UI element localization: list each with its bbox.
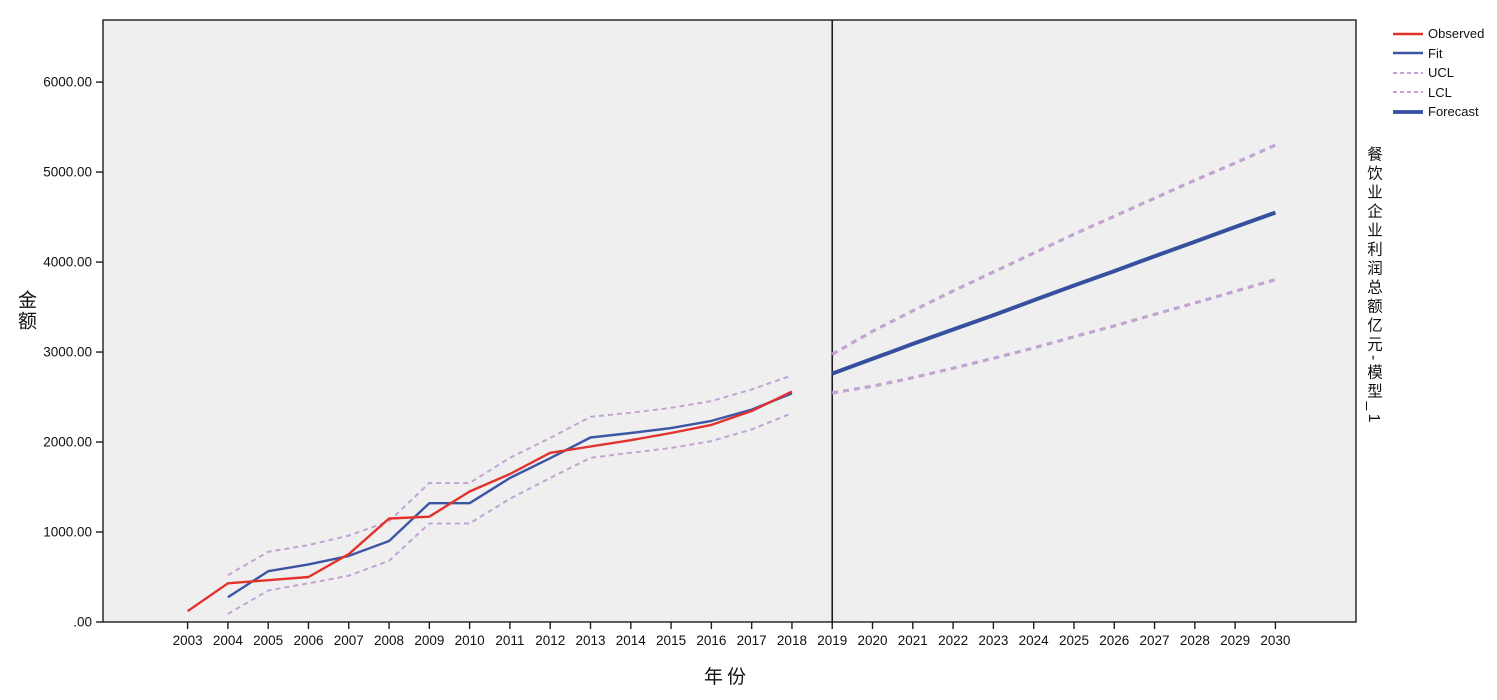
y-tick-label: 5000.00 <box>43 165 92 180</box>
legend-line-ucl-icon <box>1393 71 1423 74</box>
x-tick-label: 2021 <box>898 633 928 648</box>
series-ucl-historical <box>227 374 793 577</box>
x-tick-label: 2020 <box>858 633 888 648</box>
legend-item-observed: Observed <box>1393 24 1497 44</box>
legend-line-lcl-icon <box>1393 91 1423 94</box>
x-tick-label: 2028 <box>1180 633 1210 648</box>
plot-frame <box>102 19 1357 623</box>
legend-label: Forecast <box>1428 104 1479 120</box>
x-tick-label: 2010 <box>455 633 485 648</box>
right-axis-model-label: 餐饮业企业利润总额亿元-模型_1 <box>1365 146 1382 426</box>
legend-item-ucl: UCL <box>1393 63 1497 83</box>
y-tick-label: 6000.00 <box>43 75 92 90</box>
x-tick-label: 2022 <box>938 633 968 648</box>
x-tick-label: 2024 <box>1019 633 1050 648</box>
x-tick-label: 2016 <box>696 633 726 648</box>
series-fit <box>227 392 793 599</box>
y-tick-label: 1000.00 <box>43 525 92 540</box>
x-tick-label: 2015 <box>656 633 686 648</box>
x-tick-label: 2009 <box>414 633 444 648</box>
y-axis-title: 金额 <box>15 290 36 332</box>
x-tick-label: 2004 <box>213 633 244 648</box>
series-ucl-forecast <box>831 143 1277 356</box>
y-tick-label: 2000.00 <box>43 435 92 450</box>
legend-label: UCL <box>1428 65 1455 81</box>
x-tick-label: 2005 <box>253 633 283 648</box>
y-tick-label: 4000.00 <box>43 255 92 270</box>
series-forecast <box>831 210 1277 376</box>
x-tick-label: 2018 <box>777 633 807 648</box>
x-tick-label: 2006 <box>293 633 323 648</box>
legend-label: LCL <box>1428 84 1452 100</box>
legend: Observed Fit UCL LCL Forecast <box>1393 24 1497 122</box>
x-tick-label: 2027 <box>1140 633 1170 648</box>
x-tick-label: 2029 <box>1220 633 1250 648</box>
y-tick-label: 3000.00 <box>43 345 92 360</box>
legend-line-observed-icon <box>1393 32 1423 35</box>
legend-line-fit-icon <box>1393 52 1423 55</box>
x-tick-label: 2013 <box>575 633 605 648</box>
x-tick-label: 2012 <box>535 633 565 648</box>
x-tick-label: 2017 <box>737 633 767 648</box>
legend-item-forecast: Forecast <box>1393 102 1497 122</box>
x-tick-label: 2008 <box>374 633 404 648</box>
legend-label: Fit <box>1428 45 1443 61</box>
x-tick-label: 2007 <box>334 633 364 648</box>
x-tick-label: 2003 <box>173 633 203 648</box>
x-tick-label: 2023 <box>978 633 1008 648</box>
y-tick-label: .00 <box>73 615 92 630</box>
x-tick-label: 2019 <box>817 633 847 648</box>
x-tick-label: 2025 <box>1059 633 1089 648</box>
x-tick-label: 2030 <box>1260 633 1290 648</box>
legend-line-forecast-icon <box>1393 109 1423 114</box>
x-axis-title: 年份 <box>703 667 750 688</box>
x-tick-label: 2014 <box>616 633 647 648</box>
x-tick-label: 2011 <box>495 633 524 648</box>
plot-background <box>103 20 1356 622</box>
legend-item-fit: Fit <box>1393 44 1497 64</box>
x-tick-label: 2026 <box>1099 633 1129 648</box>
series-lcl-historical <box>227 412 793 615</box>
legend-label: Observed <box>1428 26 1485 42</box>
legend-item-lcl: LCL <box>1393 83 1497 103</box>
series-observed <box>186 390 793 613</box>
